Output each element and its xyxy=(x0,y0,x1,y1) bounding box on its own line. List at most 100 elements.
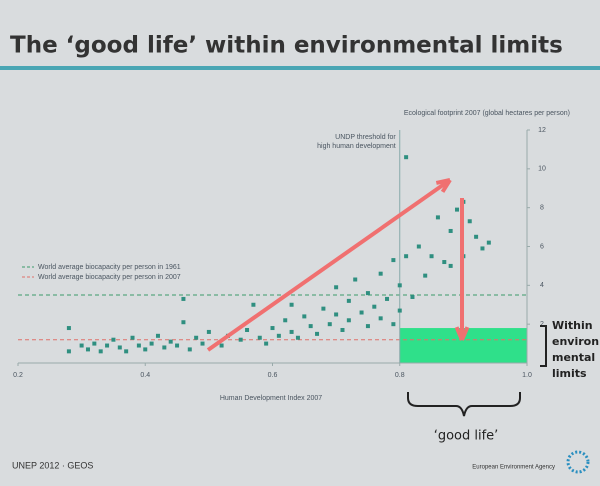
x-tick-label: 0.2 xyxy=(13,372,23,379)
point xyxy=(327,322,332,327)
point xyxy=(187,347,192,352)
point xyxy=(365,291,370,296)
point xyxy=(467,219,472,224)
point xyxy=(448,263,453,268)
region-label: environ xyxy=(552,335,599,348)
point xyxy=(404,254,409,259)
point xyxy=(302,314,307,319)
point xyxy=(194,335,199,340)
threshold-label: UNDP threshold for high human development xyxy=(317,134,396,150)
x-axis-label: Human Development Index 2007 xyxy=(220,395,322,402)
y-axis-label: Ecological footprint 2007 (global hectar… xyxy=(404,110,570,117)
x-tick-label: 1.0 xyxy=(522,372,532,379)
agency-logo xyxy=(566,450,590,474)
point xyxy=(334,285,339,290)
point xyxy=(206,329,211,334)
point xyxy=(66,326,71,331)
point xyxy=(181,296,186,301)
point xyxy=(480,246,485,251)
point xyxy=(334,312,339,317)
point xyxy=(124,349,129,354)
point xyxy=(346,298,351,303)
x-tick-label: 0.4 xyxy=(140,372,150,379)
point xyxy=(143,347,148,352)
point xyxy=(289,302,294,307)
point xyxy=(315,331,320,336)
region-label: limits xyxy=(552,367,587,380)
legend-label: World average biocapacity per person in … xyxy=(38,264,181,271)
point xyxy=(365,324,370,329)
point xyxy=(130,335,135,340)
y-tick-label: 4 xyxy=(540,282,544,289)
arrow-head xyxy=(435,178,452,193)
plot: Within environ mental limits ‘good life’ 0.2 0… xyxy=(13,127,599,444)
point xyxy=(245,327,250,332)
point xyxy=(353,277,358,282)
footer-left: UNEP 2012 · GEOS xyxy=(12,460,93,470)
point xyxy=(340,327,345,332)
y-tick-label: 6 xyxy=(540,243,544,250)
point xyxy=(321,306,326,311)
x-tick-label: 0.8 xyxy=(395,372,405,379)
point xyxy=(397,283,402,288)
legend-label: World average biocapacity per person in … xyxy=(38,274,181,281)
point xyxy=(105,343,110,348)
x-tick-label: 0.6 xyxy=(268,372,278,379)
point xyxy=(378,271,383,276)
region-label: Within xyxy=(552,319,593,332)
y-tick-label: 2 xyxy=(540,321,544,328)
point xyxy=(181,320,186,325)
point xyxy=(251,302,256,307)
y-tick-label: 12 xyxy=(538,127,546,134)
point xyxy=(149,341,154,346)
point xyxy=(429,254,434,259)
bracket-label: ‘good life’ xyxy=(434,429,499,444)
point xyxy=(283,318,288,323)
region-label: mental xyxy=(552,351,595,364)
point xyxy=(200,341,205,346)
point xyxy=(66,349,71,354)
point xyxy=(404,155,409,160)
point xyxy=(270,326,275,331)
point xyxy=(162,345,167,350)
y-tick-label: 8 xyxy=(540,205,544,212)
arrow-head xyxy=(454,326,470,341)
arrow-shaft xyxy=(206,178,452,352)
point xyxy=(264,341,269,346)
point xyxy=(111,337,116,342)
y-tick-label: 10 xyxy=(538,166,546,173)
point xyxy=(448,228,453,233)
point xyxy=(308,324,313,329)
point xyxy=(372,304,377,309)
point xyxy=(435,215,440,220)
point xyxy=(295,335,300,340)
point xyxy=(257,335,262,340)
point xyxy=(79,343,84,348)
annotations xyxy=(206,178,547,417)
slide-title: The ‘good life’ within environmental lim… xyxy=(10,33,563,59)
point xyxy=(455,207,460,212)
point xyxy=(378,316,383,321)
point xyxy=(92,341,97,346)
point xyxy=(289,329,294,334)
point xyxy=(175,343,180,348)
point xyxy=(410,294,415,299)
point xyxy=(98,349,103,354)
point xyxy=(136,343,141,348)
footer-right: European Environment Agency xyxy=(472,465,555,471)
point xyxy=(219,343,224,348)
point xyxy=(397,308,402,313)
title-rule xyxy=(0,66,600,70)
point xyxy=(346,318,351,323)
point xyxy=(117,345,122,350)
point xyxy=(442,260,447,265)
point xyxy=(416,244,421,249)
point xyxy=(391,258,396,263)
point xyxy=(155,333,160,338)
point xyxy=(276,333,281,338)
point xyxy=(85,347,90,352)
point xyxy=(359,310,364,315)
point xyxy=(391,322,396,327)
